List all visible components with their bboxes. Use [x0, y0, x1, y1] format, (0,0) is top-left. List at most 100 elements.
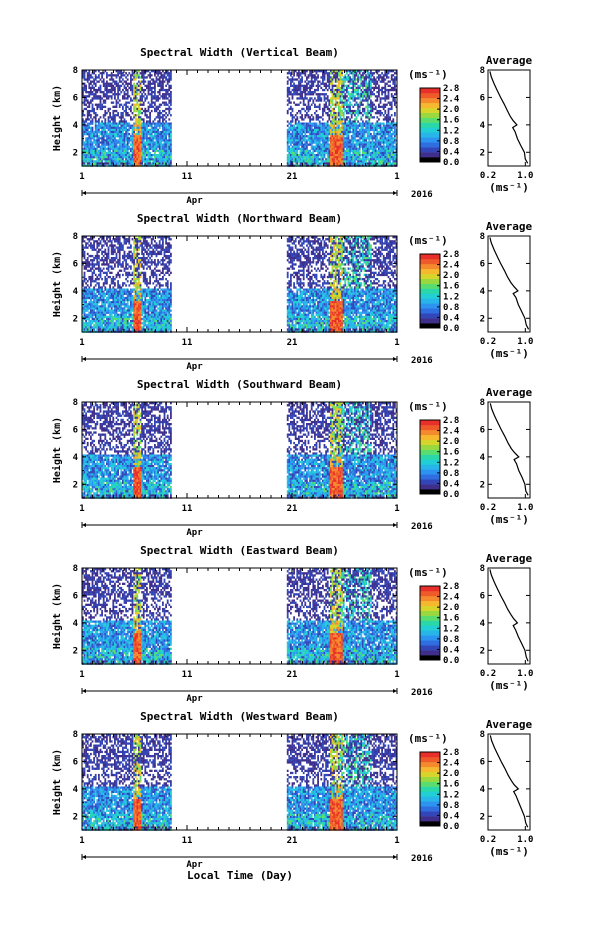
heatmap-cell: [119, 116, 121, 118]
heatmap-cell: [303, 97, 305, 99]
heatmap-cell: [383, 135, 385, 137]
heatmap-cell: [354, 99, 356, 101]
heatmap-cell: [152, 148, 154, 150]
heatmap-cell: [167, 139, 169, 141]
heatmap-cell: [136, 76, 138, 78]
heatmap-cell: [104, 282, 106, 284]
heatmap-cell: [301, 93, 303, 95]
heatmap-cell: [167, 93, 169, 95]
heatmap-cell: [335, 112, 337, 114]
heatmap-cell: [87, 247, 89, 249]
heatmap-cell: [152, 91, 154, 93]
heatmap-cell: [287, 95, 289, 97]
heatmap-cell: [303, 99, 305, 101]
heatmap-cell: [338, 162, 340, 164]
heatmap-cell: [159, 81, 161, 83]
heatmap-cell: [130, 139, 132, 141]
heatmap-cell: [328, 74, 330, 76]
heatmap-cell: [368, 83, 370, 85]
heatmap-cell: [92, 133, 94, 135]
heatmap-cell: [328, 87, 330, 89]
heatmap-cell: [304, 137, 306, 139]
heatmap-cell: [96, 162, 98, 164]
heatmap-cell: [330, 112, 332, 114]
heatmap-cell: [328, 156, 330, 158]
heatmap-cell: [327, 131, 329, 133]
heatmap-cell: [127, 91, 129, 93]
heatmap-cell: [106, 293, 108, 295]
heatmap-cell: [140, 99, 142, 101]
heatmap-cell: [394, 135, 396, 137]
heatmap-cell: [88, 318, 90, 320]
heatmap-cell: [103, 127, 105, 129]
heatmap-cell: [388, 156, 390, 158]
heatmap-cell: [120, 148, 122, 150]
heatmap-cell: [144, 129, 146, 131]
heatmap-cell: [88, 162, 90, 164]
heatmap-cell: [143, 74, 145, 76]
heatmap-cell: [159, 141, 161, 143]
heatmap-cell: [309, 137, 311, 139]
heatmap-cell: [389, 116, 391, 118]
heatmap-cell: [300, 129, 302, 131]
heatmap-cell: [293, 135, 295, 137]
heatmap-cell: [343, 89, 345, 91]
heatmap-cell: [378, 160, 380, 162]
heatmap-cell: [338, 89, 340, 91]
heatmap-cell: [156, 148, 158, 150]
heatmap-cell: [311, 156, 313, 158]
heatmap-cell: [101, 139, 103, 141]
heatmap-cell: [330, 106, 332, 108]
heatmap-cell: [370, 135, 372, 137]
heatmap-cell: [296, 150, 298, 152]
heatmap-cell: [368, 123, 370, 125]
heatmap-cell: [170, 156, 172, 158]
heatmap-cell: [84, 307, 86, 309]
heatmap-cell: [341, 93, 343, 95]
heatmap-cell: [359, 150, 361, 152]
heatmap-cell: [316, 125, 318, 127]
heatmap-cell: [341, 78, 343, 80]
heatmap-cell: [357, 120, 359, 122]
heatmap-cell: [151, 110, 153, 112]
heatmap-cell: [140, 154, 142, 156]
heatmap-cell: [117, 125, 119, 127]
heatmap-cell: [120, 123, 122, 125]
heatmap-cell: [368, 133, 370, 135]
heatmap-cell: [316, 106, 318, 108]
heatmap-cell: [138, 81, 140, 83]
heatmap-cell: [290, 137, 292, 139]
heatmap-cell: [380, 114, 382, 116]
heatmap-cell: [101, 129, 103, 131]
heatmap-cell: [333, 95, 335, 97]
heatmap-cell: [109, 150, 111, 152]
heatmap-cell: [111, 154, 113, 156]
heatmap-cell: [160, 144, 162, 146]
heatmap-cell: [392, 148, 394, 150]
heatmap-cell: [344, 93, 346, 95]
heatmap-cell: [106, 238, 108, 240]
heatmap-cell: [98, 286, 100, 288]
heatmap-cell: [88, 139, 90, 141]
heatmap-cell: [316, 148, 318, 150]
heatmap-cell: [104, 263, 106, 265]
heatmap-cell: [108, 152, 110, 154]
heatmap-cell: [327, 160, 329, 162]
heatmap-cell: [288, 133, 290, 135]
heatmap-cell: [133, 133, 135, 135]
heatmap-cell: [98, 141, 100, 143]
heatmap-cell: [306, 89, 308, 91]
heatmap-cell: [98, 81, 100, 83]
heatmap-cell: [136, 89, 138, 91]
heatmap-cell: [106, 85, 108, 87]
heatmap-cell: [95, 305, 97, 307]
heatmap-cell: [116, 76, 118, 78]
heatmap-cell: [383, 158, 385, 160]
heatmap-cell: [92, 97, 94, 99]
heatmap-cell: [314, 81, 316, 83]
heatmap-cell: [95, 255, 97, 257]
heatmap-cell: [346, 95, 348, 97]
heatmap-cell: [104, 135, 106, 137]
heatmap-cell: [311, 162, 313, 164]
heatmap-cell: [140, 87, 142, 89]
